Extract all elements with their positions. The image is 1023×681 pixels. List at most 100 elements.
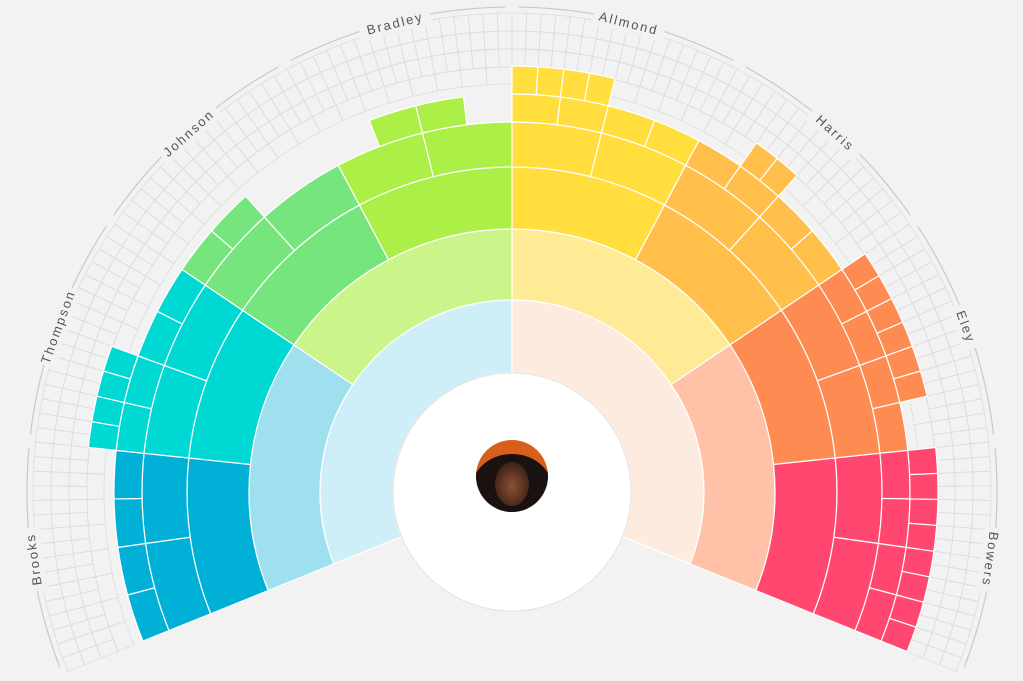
empty-ancestor-cell: [915, 261, 940, 284]
empty-ancestor-cell: [45, 597, 68, 617]
empty-ancestor-cell: [84, 261, 109, 284]
empty-ancestor-cell: [511, 30, 527, 50]
empty-ancestor-cell: [33, 456, 53, 473]
ancestor-gen-6-segment[interactable]: [102, 345, 139, 380]
empty-ancestor-cell: [676, 44, 698, 68]
empty-ancestor-cell: [83, 307, 107, 329]
empty-ancestor-cell: [32, 485, 52, 501]
surname-label-background: [804, 105, 865, 162]
empty-ancestor-cell: [945, 566, 967, 585]
empty-ancestor-cell: [62, 651, 86, 672]
empty-ancestor-cell: [819, 212, 850, 245]
empty-ancestor-cell: [539, 13, 557, 34]
empty-ancestor-cell: [972, 470, 992, 487]
ancestor-gen-5-segment[interactable]: [414, 96, 468, 134]
empty-ancestor-cell: [154, 188, 179, 213]
ancestor-gen-6-segment[interactable]: [905, 522, 938, 552]
empty-ancestor-cell: [952, 610, 976, 631]
empty-ancestor-cell: [877, 199, 902, 224]
empty-ancestor-cell: [52, 624, 76, 645]
empty-ancestor-cell: [856, 232, 880, 255]
empty-ancestor-cell: [80, 588, 102, 608]
empty-ancestor-cell: [939, 374, 962, 393]
ancestor-gen-6-segment[interactable]: [908, 498, 939, 527]
ancestor-gen-6-segment[interactable]: [892, 370, 928, 404]
empty-ancestor-cell: [68, 485, 88, 501]
empty-ancestor-cell: [731, 91, 754, 115]
empty-ancestor-cell: [404, 58, 423, 81]
empty-ancestor-cell: [459, 67, 488, 88]
empty-ancestor-cell: [286, 61, 309, 86]
empty-ancestor-cell: [764, 90, 788, 115]
empty-ancestor-cell: [966, 412, 988, 431]
empty-ancestor-cell: [467, 13, 485, 34]
empty-ancestor-cell: [295, 78, 317, 102]
empty-ancestor-cell: [922, 644, 946, 666]
empty-ancestor-cell: [69, 445, 90, 461]
person-avatar[interactable]: [472, 440, 552, 534]
empty-ancestor-cell: [35, 426, 56, 445]
ancestor-gen-6-segment[interactable]: [880, 617, 917, 653]
empty-ancestor-cell: [922, 320, 946, 341]
ancestor-gen-5-segment[interactable]: [113, 497, 147, 549]
ancestor-gen-6-segment[interactable]: [758, 157, 798, 198]
ancestor-gen-5-segment[interactable]: [210, 195, 266, 251]
empty-ancestor-cell: [787, 130, 811, 155]
empty-ancestor-cell: [776, 122, 800, 146]
empty-ancestor-cell: [114, 245, 138, 268]
surname-label-harris: Harris: [813, 112, 858, 154]
empty-ancestor-cell: [137, 210, 162, 234]
ancestor-gen-6-segment[interactable]: [907, 446, 939, 476]
empty-ancestor-cell: [719, 84, 742, 108]
surname-label-background: [36, 285, 82, 369]
empty-ancestor-cell: [53, 539, 74, 557]
ancestor-gen-5-segment[interactable]: [511, 93, 562, 126]
empty-ancestor-cell: [441, 33, 459, 55]
empty-ancestor-cell: [950, 429, 971, 447]
ancestor-segments: [87, 65, 939, 653]
empty-ancestor-cell: [695, 71, 717, 96]
empty-ancestor-cell: [195, 171, 219, 195]
empty-ancestor-cell: [498, 48, 513, 68]
empty-ancestor-cell: [908, 248, 933, 271]
empty-ancestor-cell: [59, 387, 81, 407]
ancestor-gen-6-segment[interactable]: [908, 472, 939, 501]
empty-ancestor-cell: [605, 41, 625, 63]
empty-ancestor-cell: [970, 441, 991, 459]
empty-ancestor-cell: [88, 294, 112, 316]
empty-ancestor-cell: [48, 610, 72, 631]
empty-ancestor-cell: [106, 223, 131, 247]
empty-ancestor-cell: [86, 498, 106, 526]
empty-ancestor-cell: [78, 320, 102, 341]
empty-ancestor-cell: [71, 537, 92, 555]
empty-ancestor-cell: [663, 39, 685, 63]
empty-ancestor-cell: [326, 44, 348, 68]
empty-ancestor-cell: [538, 31, 555, 52]
empty-ancestor-cell: [954, 499, 974, 515]
ancestor-gen-6-segment[interactable]: [511, 65, 539, 96]
empty-ancestor-cell: [192, 148, 217, 173]
empty-ancestor-cell: [299, 55, 322, 80]
ancestor-gen-6-segment[interactable]: [583, 72, 616, 107]
empty-ancestor-cell: [100, 597, 126, 628]
empty-ancestor-cell: [77, 576, 99, 595]
empty-ancestor-cell: [859, 177, 884, 201]
ancestor-gen-5-segment[interactable]: [877, 497, 911, 549]
empty-ancestor-cell: [205, 162, 229, 186]
ancestor-gen-4-segment[interactable]: [833, 452, 883, 545]
empty-ancestor-cell: [457, 50, 474, 71]
empty-ancestor-cell: [149, 166, 175, 191]
ancestor-gen-6-segment[interactable]: [535, 66, 565, 98]
empty-ancestor-cell: [805, 171, 829, 195]
empty-ancestor-cell: [817, 158, 842, 183]
empty-ancestor-cell: [186, 180, 210, 205]
empty-ancestor-cell: [485, 66, 513, 86]
empty-ancestor-cell: [69, 511, 89, 528]
empty-ancestor-cell: [62, 374, 85, 393]
empty-ancestor-cell: [159, 211, 184, 234]
ancestor-gen-5-segment[interactable]: [879, 449, 911, 500]
ancestor-gen-5-segment[interactable]: [113, 449, 145, 500]
empty-ancestor-cell: [953, 355, 976, 376]
ancestor-gen-4-segment[interactable]: [141, 452, 191, 545]
